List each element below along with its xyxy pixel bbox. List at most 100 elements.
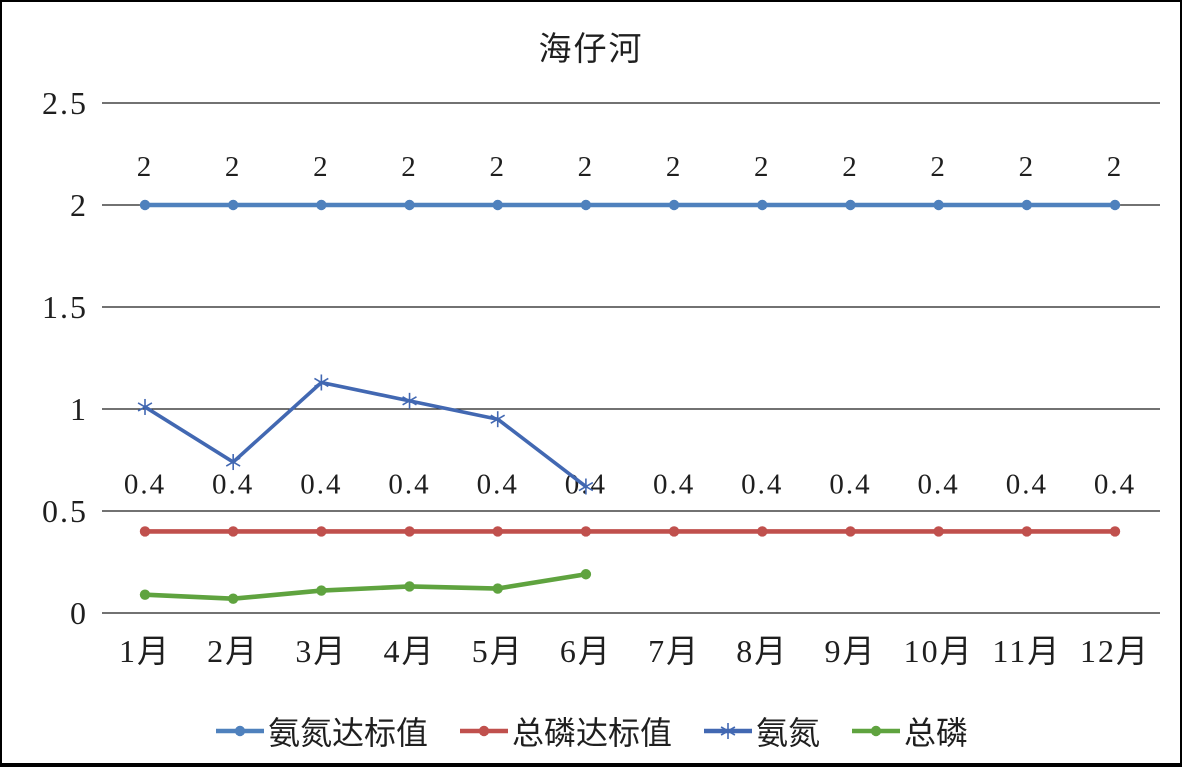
circle-marker <box>933 526 944 537</box>
circle-marker <box>870 725 882 737</box>
data-label: 2 <box>666 151 683 183</box>
data-label: 2 <box>137 151 154 183</box>
data-label: 0.4 <box>124 468 166 500</box>
circle-marker <box>139 526 151 537</box>
x-tick-label: 6月 <box>560 633 612 669</box>
data-label: 2 <box>1019 151 1036 183</box>
x-tick-label: 2月 <box>207 633 259 669</box>
legend-item-2: 氨氮 <box>702 708 820 754</box>
x-tick-label: 4月 <box>384 633 436 669</box>
circle-marker <box>316 585 327 596</box>
circle-marker <box>757 526 768 537</box>
data-label: 0.4 <box>918 468 960 500</box>
x-axis-tick-labels: 1月 2月 3月 4月 5月 6月 7月 8月 9月 10月 11月 12月 <box>119 633 1150 669</box>
circle-marker <box>845 526 856 537</box>
asterisk-marker <box>225 454 241 471</box>
circle-marker <box>492 583 503 594</box>
y-tick-label: 1 <box>70 391 88 427</box>
x-tick-label: 10月 <box>904 633 974 669</box>
series-总磷达标值: 0.4 0.4 0.4 0.4 0.4 0.4 0.4 0.4 0.4 0.4 0.4 0.4 <box>124 468 1136 537</box>
line-chart-plot-area: 0 0.5 1 1.5 2 2.5 1月 2月 3月 4月 5月 6月 7月 8月 9月 10月 11月 12月 2… <box>42 85 1160 669</box>
asterisk-marker <box>578 478 594 495</box>
circle-marker <box>1021 199 1033 211</box>
circle-marker <box>227 199 239 211</box>
y-axis-tick-labels: 0 0.5 1 1.5 2 2.5 <box>42 85 88 631</box>
data-label: 2 <box>1107 151 1124 183</box>
y-tick-label: 0 <box>70 595 88 631</box>
circle-marker <box>1021 526 1033 537</box>
x-tick-label: 1月 <box>119 633 171 669</box>
data-label: 0.4 <box>388 468 430 500</box>
circle-marker <box>316 199 327 211</box>
series-line <box>142 571 589 602</box>
legend-marker-icon <box>459 725 508 737</box>
data-label: 0.4 <box>1006 468 1048 500</box>
data-label: 0.4 <box>741 468 783 500</box>
data-label: 0.4 <box>300 468 342 500</box>
series-氨氮达标值: 2 2 2 2 2 2 2 2 2 2 2 2 <box>137 151 1124 211</box>
legend-label: 氨氮达标值 <box>267 715 428 751</box>
data-label: 2 <box>754 151 771 183</box>
asterisk-marker <box>314 374 329 391</box>
circle-marker <box>933 199 944 211</box>
data-label: 2 <box>489 151 506 183</box>
circle-marker <box>478 725 490 737</box>
circle-marker <box>580 569 592 580</box>
data-label: 2 <box>313 151 330 183</box>
circle-marker <box>139 589 151 600</box>
data-label: 0.4 <box>477 468 519 500</box>
circle-marker <box>1109 526 1121 537</box>
circle-marker <box>404 199 415 211</box>
x-tick-label: 5月 <box>472 633 524 669</box>
x-tick-label: 3月 <box>295 633 347 669</box>
circle-marker <box>139 199 151 211</box>
circle-marker <box>492 526 503 537</box>
circle-marker <box>234 725 246 737</box>
circle-marker <box>404 526 415 537</box>
legend-marker-icon <box>704 723 752 739</box>
data-label: 2 <box>930 151 947 183</box>
legend-item-0: 氨氮达标值 <box>214 708 428 754</box>
x-tick-label: 7月 <box>648 633 700 669</box>
asterisk-marker <box>490 411 506 428</box>
legend-label: 氨氮 <box>756 715 821 751</box>
y-tick-label: 0.5 <box>42 493 88 529</box>
legend-item-3: 总磷 <box>850 708 968 754</box>
circle-marker <box>404 581 415 592</box>
circle-marker <box>1109 199 1121 211</box>
asterisk-marker <box>402 392 417 409</box>
circle-marker <box>845 199 856 211</box>
series-总磷 <box>139 569 592 604</box>
x-tick-label: 9月 <box>824 633 876 669</box>
legend-label: 总磷 <box>904 715 969 751</box>
data-label: 0.4 <box>829 468 871 500</box>
data-label: 0.4 <box>212 468 254 500</box>
y-tick-label: 2 <box>70 187 88 223</box>
circle-marker <box>580 526 592 537</box>
y-tick-label: 1.5 <box>42 289 88 325</box>
asterisk-marker <box>720 723 736 739</box>
data-label: 2 <box>842 151 859 183</box>
circle-marker <box>580 199 592 211</box>
y-tick-label: 2.5 <box>42 85 88 121</box>
data-label: 0.4 <box>653 468 695 500</box>
data-label: 2 <box>401 151 418 183</box>
legend-marker-icon <box>852 725 901 737</box>
circle-marker <box>757 199 768 211</box>
chart-title: 海仔河 <box>538 32 644 68</box>
gridlines <box>102 102 1160 614</box>
circle-marker <box>668 526 680 537</box>
asterisk-marker <box>137 398 153 415</box>
circle-marker <box>227 593 239 604</box>
x-tick-label: 11月 <box>992 633 1061 669</box>
legend-marker-icon <box>215 725 264 737</box>
legend-label: 总磷达标值 <box>511 715 672 751</box>
circle-marker <box>227 526 239 537</box>
circle-marker <box>668 199 680 211</box>
data-label: 2 <box>225 151 242 183</box>
x-tick-label: 12月 <box>1080 633 1150 669</box>
series-line <box>143 380 588 489</box>
data-label: 0.4 <box>1094 468 1136 500</box>
series-氨氮 <box>137 374 594 495</box>
